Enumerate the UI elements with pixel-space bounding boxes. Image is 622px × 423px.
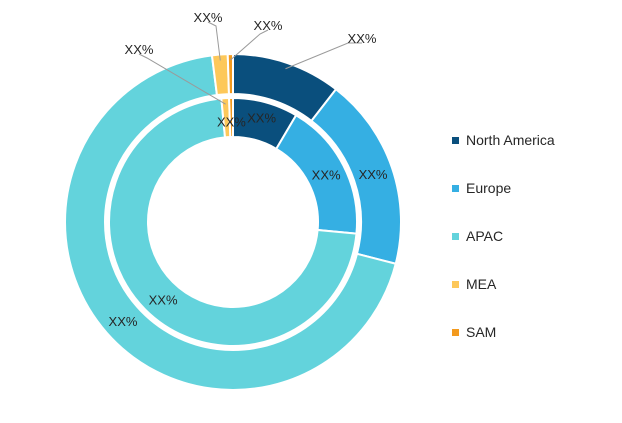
outer-ring xyxy=(64,52,402,391)
outer-slice-label-mea: XX% xyxy=(194,10,223,25)
legend-label-mea: MEA xyxy=(466,276,497,292)
outer-leader-line-sam xyxy=(230,29,269,61)
legend-swatch-europe xyxy=(452,184,459,192)
outer-slice-label-north-america: XX% xyxy=(348,31,377,46)
slice-labels: XX%XX%XX%XX%XX%XX%XX%XX%XX%XX% xyxy=(109,10,388,329)
inner-leader-line-mea xyxy=(138,53,226,105)
outer-leader-line-north-america xyxy=(285,42,362,70)
inner-slice-label-europe: XX% xyxy=(312,168,341,183)
legend-item-apac[interactable]: APAC xyxy=(452,226,555,246)
inner-slice-label-mea: XX% xyxy=(125,42,154,57)
inner-slice-label-sam: XX% xyxy=(217,114,246,129)
inner-slice-label-north-america: XX% xyxy=(247,110,276,125)
legend-swatch-sam xyxy=(452,328,459,336)
chart-legend: North America Europe APAC MEA SAM xyxy=(452,130,555,370)
outer-slice-apac xyxy=(64,54,397,391)
legend-label-north-america: North America xyxy=(466,132,555,148)
leader-lines xyxy=(138,21,362,105)
outer-slice-label-sam: XX% xyxy=(254,18,283,33)
legend-swatch-north-america xyxy=(452,136,459,144)
legend-item-mea[interactable]: MEA xyxy=(452,274,555,294)
legend-label-apac: APAC xyxy=(466,228,504,244)
outer-leader-line-mea xyxy=(207,21,221,61)
legend-label-sam: SAM xyxy=(466,324,497,340)
legend-item-north-america[interactable]: North America xyxy=(452,130,555,150)
inner-slice-apac xyxy=(108,97,358,347)
inner-slice-label-apac: XX% xyxy=(149,293,178,308)
legend-item-sam[interactable]: SAM xyxy=(452,322,555,342)
inner-slice-sam xyxy=(228,96,234,139)
legend-item-europe[interactable]: Europe xyxy=(452,178,555,198)
outer-slice-sam xyxy=(226,52,234,96)
legend-swatch-mea xyxy=(452,280,459,288)
legend-swatch-apac xyxy=(452,232,459,240)
legend-label-europe: Europe xyxy=(466,180,512,196)
inner-ring xyxy=(108,96,358,347)
outer-slice-label-apac: XX% xyxy=(109,314,138,329)
outer-slice-label-europe: XX% xyxy=(359,167,388,182)
